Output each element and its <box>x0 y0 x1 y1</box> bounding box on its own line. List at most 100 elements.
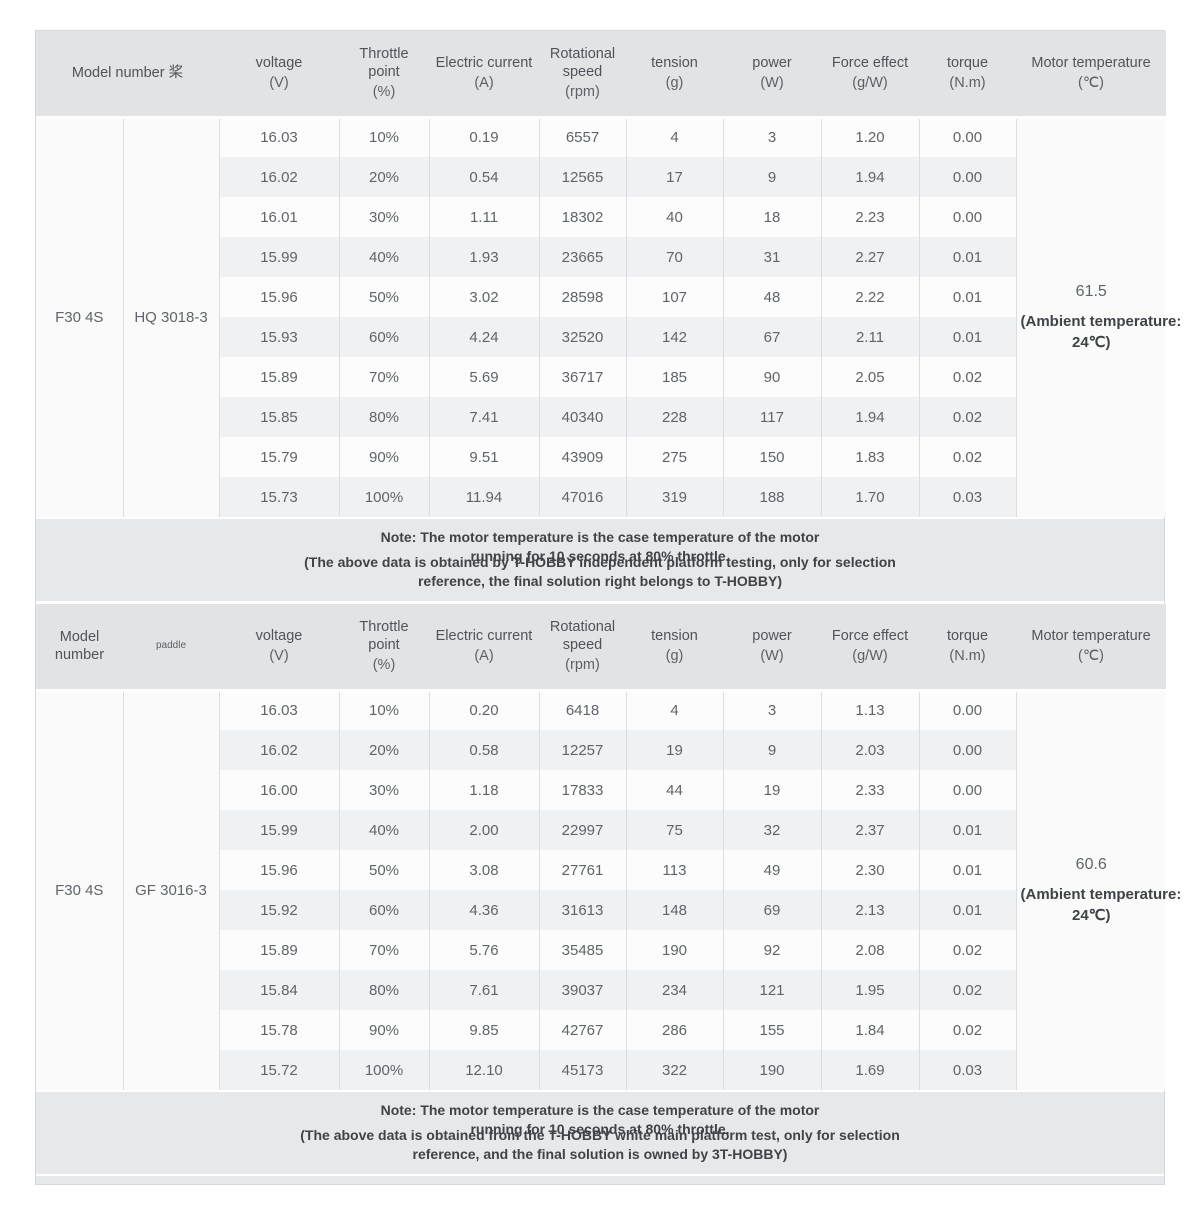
ambient-line: 24℃) <box>1071 333 1111 351</box>
cell-tension: 142 <box>625 317 723 357</box>
bottom-strip <box>36 1174 1164 1184</box>
data-row: 15.99 40% 2.00 22997 75 32 2.37 0.01 <box>36 810 1166 850</box>
cell-torque: 0.00 <box>918 730 1016 770</box>
cell-voltage: 15.92 <box>218 890 339 930</box>
data-row: 15.73 100% 11.94 47016 319 188 1.70 0.03 <box>36 477 1166 517</box>
cell-tension: 113 <box>625 850 723 890</box>
cell-rpm: 18302 <box>538 197 626 237</box>
cell-voltage: 16.03 <box>218 690 339 730</box>
cell-power: 117 <box>722 397 821 437</box>
col-label: Throttle point <box>359 619 409 654</box>
col-header-temp: Motor temperature (℃) <box>1016 604 1166 692</box>
col-header-temp: Motor temperature (℃) <box>1016 31 1166 119</box>
cell-power: 155 <box>722 1010 821 1050</box>
col-header-current: Electric current (A) <box>429 31 539 119</box>
data-row: 15.89 70% 5.69 36717 185 90 2.05 0.02 <box>36 357 1166 397</box>
data-row: 15.89 70% 5.76 35485 190 92 2.08 0.02 <box>36 930 1166 970</box>
cell-throttle: 80% <box>338 970 429 1010</box>
cell-current: 7.41 <box>428 397 539 437</box>
ambient-line: 24℃) <box>1071 906 1111 924</box>
col-label: Motor temperature <box>1031 55 1151 72</box>
cell-throttle: 10% <box>338 690 429 730</box>
col-header-power: power (W) <box>723 604 821 692</box>
col-unit: (A) <box>474 75 494 92</box>
header-row: Model number 桨 voltage (V) Throttle poin… <box>36 31 1166 119</box>
cell-current: 9.85 <box>428 1010 539 1050</box>
paddle-cell: HQ 3018-3 <box>122 117 219 517</box>
cell-force: 2.23 <box>820 197 919 237</box>
cell-force: 1.84 <box>820 1010 919 1050</box>
spec-sheet: Model number 桨 voltage (V) Throttle poin… <box>35 30 1182 1185</box>
cell-current: 0.19 <box>428 117 539 157</box>
cell-current: 12.10 <box>428 1050 539 1090</box>
cell-force: 2.30 <box>820 850 919 890</box>
cell-power: 92 <box>722 930 821 970</box>
col-header-rpm: Rotational speed (rpm) <box>539 31 626 119</box>
data-row: 15.72 100% 12.10 45173 322 190 1.69 0.03 <box>36 1050 1166 1090</box>
col-label: Throttle point <box>359 46 409 81</box>
cell-throttle: 20% <box>338 730 429 770</box>
col-header-rpm: Rotational speed (rpm) <box>539 604 626 692</box>
cell-force: 2.03 <box>820 730 919 770</box>
motor-test-table-2: Model number paddle voltage (V) Throttle… <box>36 604 1182 1090</box>
model-number-header: Model number <box>36 604 123 692</box>
cell-power: 18 <box>722 197 821 237</box>
cell-force: 2.11 <box>820 317 919 357</box>
data-row: 15.96 50% 3.08 27761 113 49 2.30 0.01 <box>36 850 1166 890</box>
cell-tension: 319 <box>625 477 723 517</box>
col-label: voltage <box>255 55 303 72</box>
model-cell: F30 4S <box>36 117 123 517</box>
cell-rpm: 47016 <box>538 477 626 517</box>
cell-rpm: 32520 <box>538 317 626 357</box>
col-label: power <box>752 55 792 72</box>
cell-torque: 0.00 <box>918 770 1016 810</box>
cell-force: 1.70 <box>820 477 919 517</box>
col-header-torque: torque (N.m) <box>919 31 1016 119</box>
cell-torque: 0.02 <box>918 970 1016 1010</box>
cell-current: 5.69 <box>428 357 539 397</box>
cell-voltage: 15.72 <box>218 1050 339 1090</box>
note-table-1: Note: The motor temperature is the case … <box>36 517 1164 601</box>
cell-tension: 17 <box>625 157 723 197</box>
cell-power: 48 <box>722 277 821 317</box>
cell-power: 121 <box>722 970 821 1010</box>
cell-torque: 0.03 <box>918 477 1016 517</box>
col-unit: (g) <box>665 75 684 92</box>
cell-rpm: 43909 <box>538 437 626 477</box>
col-label: Rotational speed <box>549 619 616 654</box>
note-line: (The above data is obtained by T-HOBBY i… <box>304 554 896 570</box>
cell-rpm: 28598 <box>538 277 626 317</box>
motor-temperature-value: 61.5 <box>1075 282 1107 300</box>
cell-voltage: 15.89 <box>218 930 339 970</box>
cell-current: 1.18 <box>428 770 539 810</box>
cell-power: 32 <box>722 810 821 850</box>
cell-voltage: 15.99 <box>218 237 339 277</box>
col-label: torque <box>946 55 989 72</box>
cell-power: 150 <box>722 437 821 477</box>
cell-force: 2.05 <box>820 357 919 397</box>
data-row: 15.78 90% 9.85 42767 286 155 1.84 0.02 <box>36 1010 1166 1050</box>
cell-force: 2.08 <box>820 930 919 970</box>
cell-torque: 0.03 <box>918 1050 1016 1090</box>
cell-torque: 0.01 <box>918 850 1016 890</box>
note-line: reference, the final solution right belo… <box>417 573 783 589</box>
cell-throttle: 50% <box>338 277 429 317</box>
cell-force: 1.95 <box>820 970 919 1010</box>
cell-voltage: 15.96 <box>218 277 339 317</box>
cell-tension: 19 <box>625 730 723 770</box>
ambient-temperature-note: (Ambient temperature: 24℃) <box>1021 311 1182 353</box>
cell-tension: 275 <box>625 437 723 477</box>
cell-rpm: 23665 <box>538 237 626 277</box>
cell-current: 3.08 <box>428 850 539 890</box>
ambient-line: (Ambient temperature: <box>1020 885 1182 903</box>
cell-current: 0.54 <box>428 157 539 197</box>
cell-torque: 0.02 <box>918 357 1016 397</box>
cell-throttle: 60% <box>338 890 429 930</box>
cell-voltage: 15.78 <box>218 1010 339 1050</box>
cell-force: 2.13 <box>820 890 919 930</box>
cell-force: 1.94 <box>820 397 919 437</box>
col-header-force: Force effect (g/W) <box>821 604 919 692</box>
cell-rpm: 27761 <box>538 850 626 890</box>
cell-rpm: 35485 <box>538 930 626 970</box>
cell-power: 3 <box>722 690 821 730</box>
